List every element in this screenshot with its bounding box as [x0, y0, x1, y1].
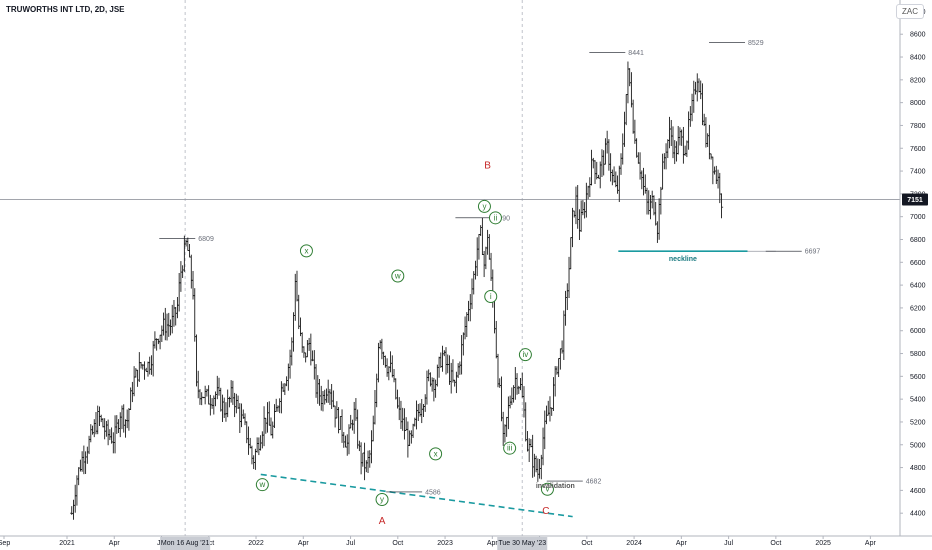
- y-tick-label: 8000: [910, 100, 926, 107]
- wave-label: v: [545, 485, 549, 494]
- x-tick-label: 2022: [248, 540, 264, 547]
- price-level-label: 8441: [628, 50, 644, 57]
- chart-grid: [0, 0, 900, 536]
- wave-label: y: [482, 202, 486, 211]
- x-tick-label: Sep: [0, 540, 10, 547]
- chart-annotations: 6809699084418529669746824586xwwyxyiiiivi…: [159, 40, 820, 527]
- wave-label-red: B: [484, 160, 491, 171]
- wave-label-circle: [299, 244, 313, 258]
- wave-label-red: C: [542, 506, 549, 517]
- x-tick-label: Apr: [298, 540, 310, 547]
- x-tick-label: Apr: [676, 540, 688, 547]
- x-axis: Sep2021AprJulOct2022AprJulOct2023AprJulO…: [0, 535, 932, 550]
- y-tick-label: 7000: [910, 214, 926, 221]
- currency-badge[interactable]: ZAC: [896, 4, 924, 19]
- wave-label-circle: [477, 199, 491, 213]
- wave-label-circle: [488, 211, 502, 225]
- crosshair-date-label: Mon 16 Aug '21: [161, 540, 210, 547]
- chart-annotation: invalidation: [536, 483, 575, 490]
- x-tick-label: Apr: [487, 540, 499, 547]
- crosshair-date-badge: [497, 537, 548, 550]
- wave-label: x: [434, 449, 438, 458]
- y-tick-label: 6000: [910, 328, 926, 335]
- lower-trendline: [260, 473, 573, 518]
- y-tick-label: 6600: [910, 260, 926, 267]
- wave-label: ii: [494, 213, 498, 222]
- y-tick-label: 8600: [910, 32, 926, 39]
- y-tick-label: 4400: [910, 511, 926, 518]
- y-tick-label: 7800: [910, 123, 926, 130]
- wave-label-circle: [503, 441, 517, 455]
- y-tick-label: 5600: [910, 374, 926, 381]
- wave-label: w: [394, 271, 401, 280]
- x-tick-label: Jul: [724, 540, 733, 547]
- crosshair-date-label: Tue 30 May '23: [498, 540, 546, 547]
- y-tick-label: 6200: [910, 305, 926, 312]
- wave-label: y: [380, 495, 384, 504]
- x-tick-label: 2025: [815, 540, 831, 547]
- wave-label-circle: [429, 447, 443, 461]
- price-level-label: 6990: [494, 215, 510, 222]
- y-tick-label: 5800: [910, 351, 926, 358]
- last-price-label: 7151: [907, 197, 923, 204]
- x-tick-label: Oct: [770, 540, 781, 547]
- wave-label-circle: [391, 269, 405, 283]
- y-tick-label: 8400: [910, 55, 926, 62]
- x-tick-label: 2024: [626, 540, 642, 547]
- wave-label: iii: [507, 444, 513, 453]
- price-level-label: 4682: [586, 479, 602, 486]
- x-tick-label: Oct: [581, 540, 592, 547]
- trendline-layer: [260, 473, 573, 518]
- wave-label: iv: [523, 350, 529, 359]
- wave-label: x: [304, 246, 308, 255]
- y-tick-label: 7400: [910, 169, 926, 176]
- y-tick-label: 4600: [910, 488, 926, 495]
- wave-label-red: A: [379, 516, 386, 527]
- wave-label: w: [258, 480, 265, 489]
- y-tick-label: 5000: [910, 442, 926, 449]
- last-price-badge: [902, 193, 928, 206]
- y-tick-label: 6800: [910, 237, 926, 244]
- x-tick-label: 2021: [59, 540, 75, 547]
- y-tick-label: 6400: [910, 283, 926, 290]
- y-tick-label: 8200: [910, 77, 926, 84]
- x-tick-label: Apr: [109, 540, 121, 547]
- chart-annotation: neckline: [669, 256, 697, 263]
- x-tick-label: Jul: [346, 540, 355, 547]
- wave-label-circle: [255, 478, 269, 492]
- ohlc-bars: [70, 61, 724, 520]
- price-level-label: 6697: [805, 249, 821, 256]
- wave-label-circle: [518, 348, 532, 362]
- price-level-label: 8529: [748, 40, 764, 47]
- y-tick-label: 5200: [910, 419, 926, 426]
- crosshair-date-badge: [160, 537, 211, 550]
- chart-title: TRUWORTHS INT LTD, 2D, JSE: [6, 5, 125, 14]
- wave-label-circle: [375, 493, 389, 507]
- wave-label-circle: [484, 290, 498, 304]
- x-tick-label: Oct: [392, 540, 403, 547]
- x-tick-label: Apr: [865, 540, 877, 547]
- wave-label: i: [490, 292, 492, 301]
- y-tick-label: 4800: [910, 465, 926, 472]
- x-tick-label: 2023: [437, 540, 453, 547]
- price-level-label: 6809: [198, 236, 214, 243]
- y-axis: 4400 4600 4800 5000 5200 5400 5600 5800 6000 6200…: [899, 0, 928, 536]
- wave-label-circle: [540, 482, 554, 496]
- y-tick-label: 5400: [910, 397, 926, 404]
- price-level-label: 4586: [425, 489, 441, 496]
- y-tick-label: 7600: [910, 146, 926, 153]
